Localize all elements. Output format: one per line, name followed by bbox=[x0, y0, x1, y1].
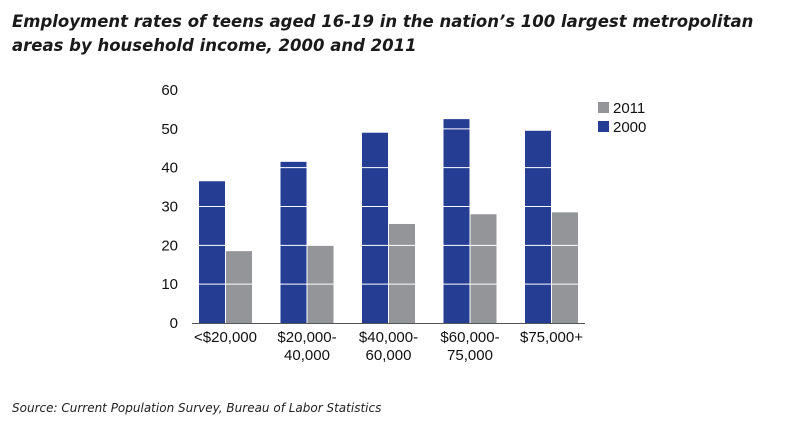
y-tick-label: 0 bbox=[170, 315, 178, 332]
y-tick-label: 30 bbox=[161, 199, 178, 216]
legend-swatch-2000 bbox=[598, 121, 609, 132]
bar-2011 bbox=[226, 251, 252, 323]
y-tick-label: 50 bbox=[161, 121, 178, 138]
x-tick-label: $75,000+ bbox=[520, 329, 583, 346]
bar-2000 bbox=[443, 119, 470, 323]
x-tick-label: 60,000 bbox=[366, 347, 412, 364]
source-note: Source: Current Population Survey, Burea… bbox=[12, 401, 382, 415]
legend-label-2000: 2000 bbox=[613, 119, 646, 136]
x-tick-label: $20,000- bbox=[277, 329, 336, 346]
x-tick-label: $40,000- bbox=[359, 329, 418, 346]
x-tick-label: 75,000 bbox=[447, 347, 493, 364]
bar-2000 bbox=[362, 132, 388, 323]
legend-swatch-2011 bbox=[598, 102, 609, 113]
legend-label-2011: 2011 bbox=[613, 100, 645, 117]
bar-2000 bbox=[280, 161, 307, 323]
y-tick-label: 60 bbox=[161, 82, 178, 99]
y-tick-label: 40 bbox=[161, 160, 178, 177]
bar-2000 bbox=[199, 181, 225, 323]
x-tick-label: $60,000- bbox=[440, 329, 499, 346]
x-tick-label: 40,000 bbox=[284, 347, 330, 364]
bar-2011 bbox=[470, 214, 497, 323]
x-tick-label: <$20,000 bbox=[194, 329, 257, 346]
y-tick-label: 10 bbox=[161, 276, 178, 293]
bar-2011 bbox=[389, 223, 415, 323]
chart-title: Employment rates of teens aged 16-19 in … bbox=[12, 12, 754, 55]
bar-2000 bbox=[525, 130, 551, 323]
bar-2011 bbox=[552, 212, 578, 323]
y-tick-label: 20 bbox=[161, 237, 178, 254]
